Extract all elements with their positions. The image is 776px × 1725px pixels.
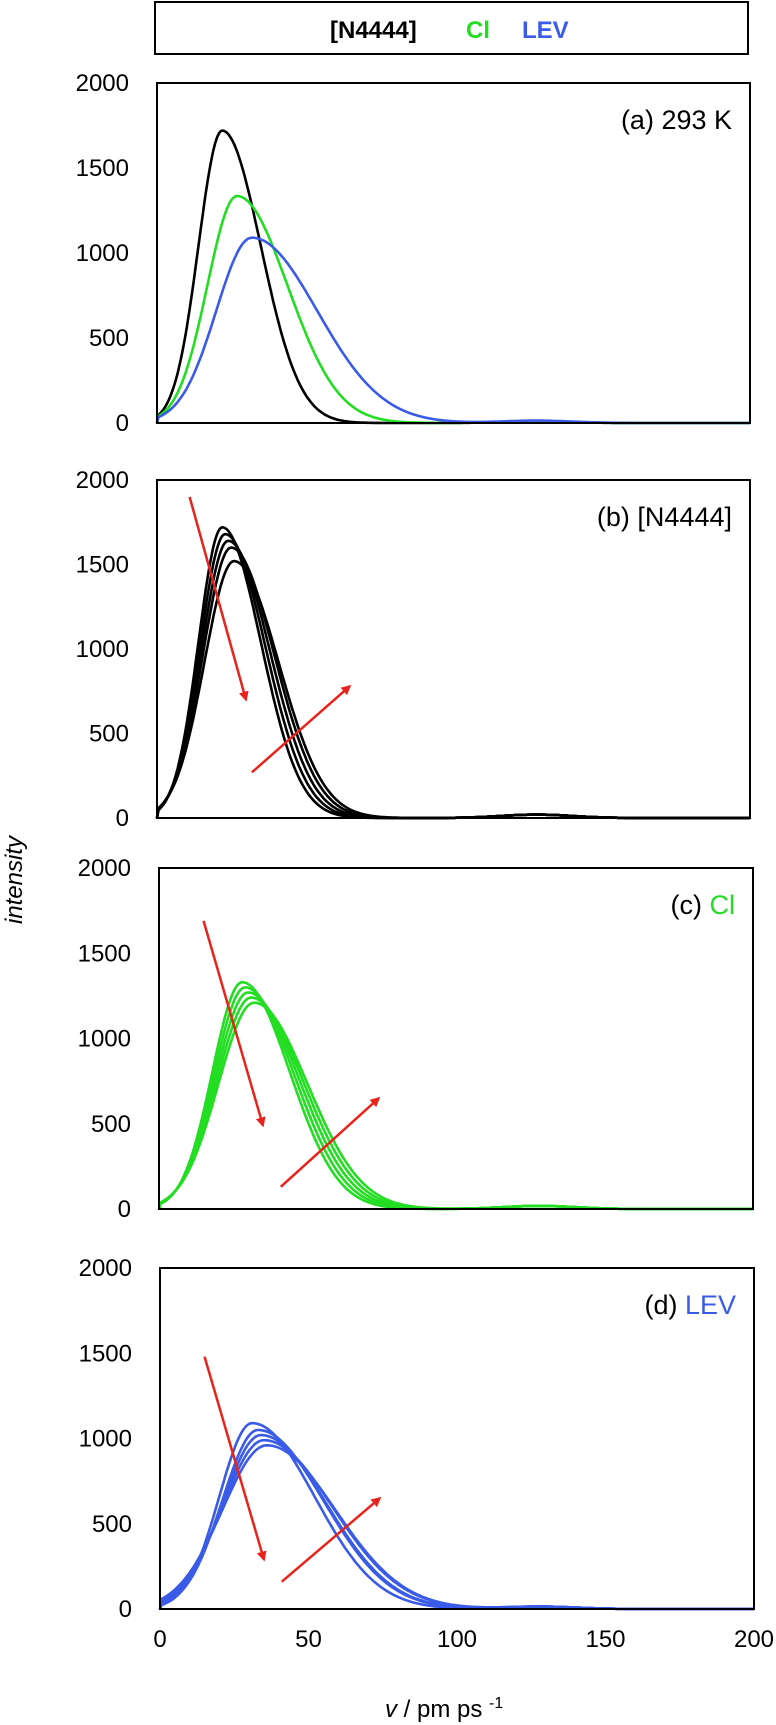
y-tick-label: 2000 <box>76 467 129 494</box>
panel-label-prefix: (a) <box>621 105 662 135</box>
plot-frame <box>156 479 751 819</box>
panel-label-prefix: (b) <box>597 502 638 532</box>
plot-frame <box>158 867 754 1210</box>
series-line-5 <box>155 559 750 820</box>
plot-frame <box>159 1267 755 1610</box>
panel-label: (b) [N4444] <box>597 502 732 532</box>
y-tick-label: 0 <box>116 805 129 832</box>
panel-b: 0 500 1000 1500 2000 (b) [N4444] <box>76 467 751 832</box>
series-line-5 <box>158 1443 754 1611</box>
y-tick-label: 1000 <box>79 1426 132 1453</box>
plot-frame <box>156 82 751 424</box>
y-tick-label: 1000 <box>78 1026 131 1053</box>
x-axis-title-symbol: v <box>385 1696 399 1723</box>
series-line-3 <box>158 1433 754 1611</box>
series-line-4 <box>158 1438 754 1611</box>
x-axis-title-exponent: -1 <box>489 1695 503 1712</box>
y-tick-label: 1500 <box>78 940 131 967</box>
series-line-4 <box>157 996 753 1211</box>
panel-label-text: LEV <box>685 1290 736 1320</box>
y-tick-label: 1500 <box>79 1340 132 1367</box>
series-line-5 <box>157 1001 753 1211</box>
trend-arrow-2 <box>279 1096 381 1188</box>
y-axis-title: intensity <box>1 834 28 924</box>
y-tick-label: 0 <box>116 410 129 437</box>
panel-c: 0 500 1000 1500 2000 (c) Cl <box>78 855 754 1223</box>
legend-label-n4444: [N4444] <box>330 17 417 44</box>
x-tick-label: 0 <box>153 1626 166 1653</box>
y-tick-label: 500 <box>92 1511 132 1538</box>
panel-label-text: 293 K <box>661 105 732 135</box>
series-line-4 <box>155 546 750 820</box>
y-tick-label: 2000 <box>78 855 131 882</box>
y-tick-label: 2000 <box>79 1255 132 1282</box>
trend-arrow-1 <box>203 1356 267 1562</box>
y-tick-label: 1000 <box>76 636 129 663</box>
y-tick-label: 500 <box>89 325 129 352</box>
y-tick-label: 500 <box>89 721 129 748</box>
x-tick-label: 50 <box>295 1626 322 1653</box>
panel-label-prefix: (c) <box>671 890 710 920</box>
y-tick-label: 1500 <box>76 155 129 182</box>
y-tick-label: 1500 <box>76 552 129 579</box>
x-tick-label: 100 <box>437 1626 477 1653</box>
trend-arrow-2 <box>280 1496 382 1583</box>
y-tick-label: 2000 <box>76 70 129 97</box>
x-axis-title-unit: / pm ps <box>404 1696 483 1723</box>
series-line-2 <box>157 986 753 1211</box>
series-line-2 <box>155 194 750 425</box>
legend-label-lev: LEV <box>522 17 569 44</box>
series-line-3 <box>157 991 753 1211</box>
legend-frame <box>154 1 749 55</box>
panel-label-text: [N4444] <box>637 502 732 532</box>
trend-arrow-1 <box>202 920 266 1128</box>
panel-label: (c) Cl <box>671 890 735 920</box>
panel-label: (a) 293 K <box>621 105 732 135</box>
panel-label-text: Cl <box>710 890 736 920</box>
panel-a: 0 500 1000 1500 2000 (a) 293 K <box>76 70 751 437</box>
panel-d: 0 500 1000 1500 2000 0 50 100 150 200 (d) LEV <box>79 1255 774 1653</box>
series-line-1 <box>157 980 753 1211</box>
panel-label: (d) LEV <box>644 1290 736 1320</box>
series-line-3 <box>155 236 750 425</box>
trend-arrow-2 <box>251 684 352 774</box>
panel-label-prefix: (d) <box>644 1290 685 1320</box>
y-tick-label: 0 <box>119 1596 132 1623</box>
legend: [N4444] Cl LEV <box>154 1 749 55</box>
x-tick-label: 200 <box>734 1626 774 1653</box>
y-tick-label: 1000 <box>76 240 129 267</box>
y-tick-label: 0 <box>118 1196 131 1223</box>
x-tick-label: 150 <box>585 1626 625 1653</box>
y-tick-label: 500 <box>91 1111 131 1138</box>
legend-label-cl: Cl <box>466 17 490 44</box>
x-axis-title: v / pm ps -1 <box>385 1695 503 1723</box>
trend-arrow-1 <box>188 496 249 702</box>
series-line-1 <box>155 129 750 425</box>
